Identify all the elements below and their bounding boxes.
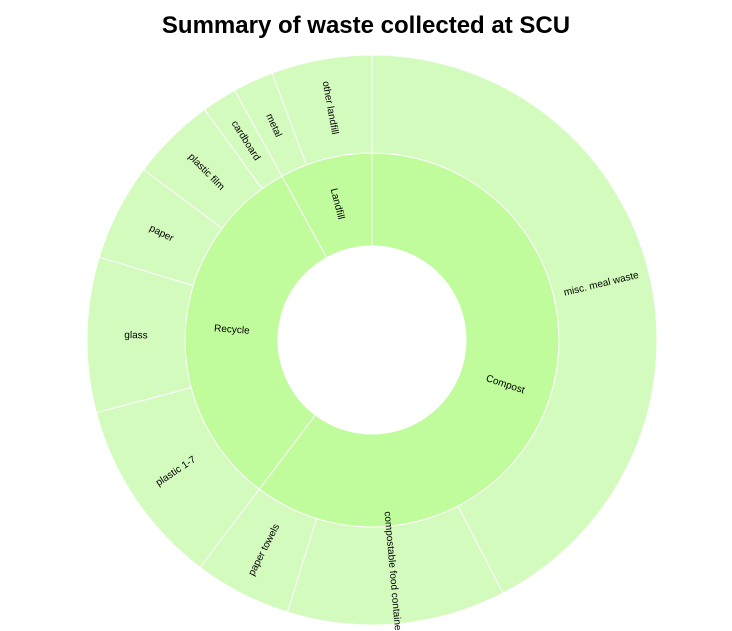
arcs-layer [86, 54, 658, 626]
chart-title: Summary of waste collected at SCU [161, 12, 571, 39]
arc-other-landfill[interactable] [271, 54, 373, 166]
arc-misc-meal-waste[interactable] [371, 54, 658, 594]
label-glass: glass [124, 330, 148, 341]
label-recycle: Recycle [214, 323, 251, 337]
